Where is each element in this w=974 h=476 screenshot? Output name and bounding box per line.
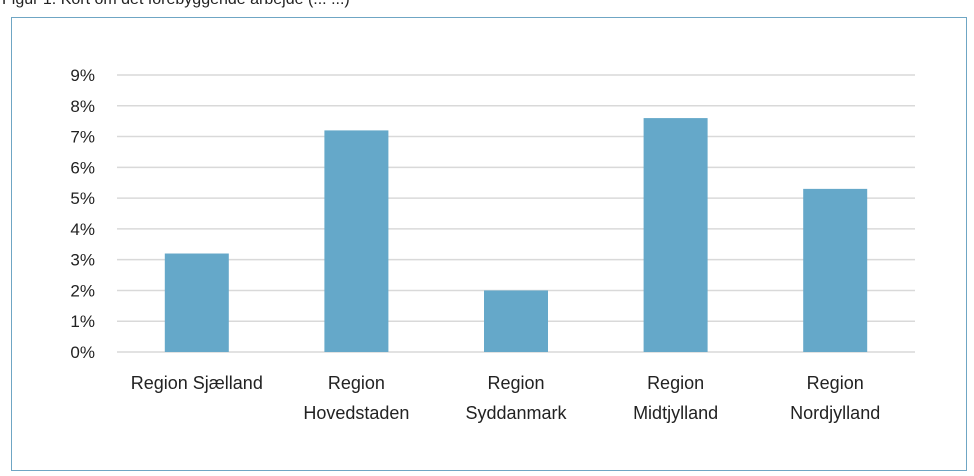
bar bbox=[643, 118, 708, 352]
y-tick-label: 5% bbox=[70, 189, 95, 208]
bars bbox=[164, 118, 868, 352]
y-tick-label: 6% bbox=[70, 158, 95, 177]
figure-caption: Figur 1. Kort om det forebyggende arbejd… bbox=[2, 0, 350, 9]
x-axis-categories: Region Sjælland Region Hovedstaden Region Sy… bbox=[131, 373, 880, 423]
y-tick-label: 0% bbox=[70, 343, 95, 362]
y-tick-label: 7% bbox=[70, 128, 95, 147]
bar bbox=[803, 188, 868, 352]
category-label: Region Hovedstaden bbox=[303, 373, 409, 423]
y-tick-label: 4% bbox=[70, 220, 95, 239]
category-label: Region Syddanmark bbox=[465, 373, 567, 423]
y-tick-label: 8% bbox=[70, 97, 95, 116]
y-axis-ticks: 0% 1% 2% 3% 4% 5% 6% 7% 8% 9% bbox=[70, 66, 95, 362]
bar bbox=[164, 253, 229, 352]
y-tick-label: 2% bbox=[70, 281, 95, 300]
bar bbox=[484, 290, 548, 352]
chart-frame bbox=[11, 17, 967, 471]
y-tick-label: 9% bbox=[70, 66, 95, 85]
category-label: Region Sjælland bbox=[131, 373, 263, 393]
category-label: Region Midtjylland bbox=[633, 373, 718, 423]
bar bbox=[324, 130, 389, 352]
y-tick-label: 3% bbox=[70, 251, 95, 270]
category-label: Region Nordjylland bbox=[790, 373, 880, 423]
y-tick-label: 1% bbox=[70, 312, 95, 331]
